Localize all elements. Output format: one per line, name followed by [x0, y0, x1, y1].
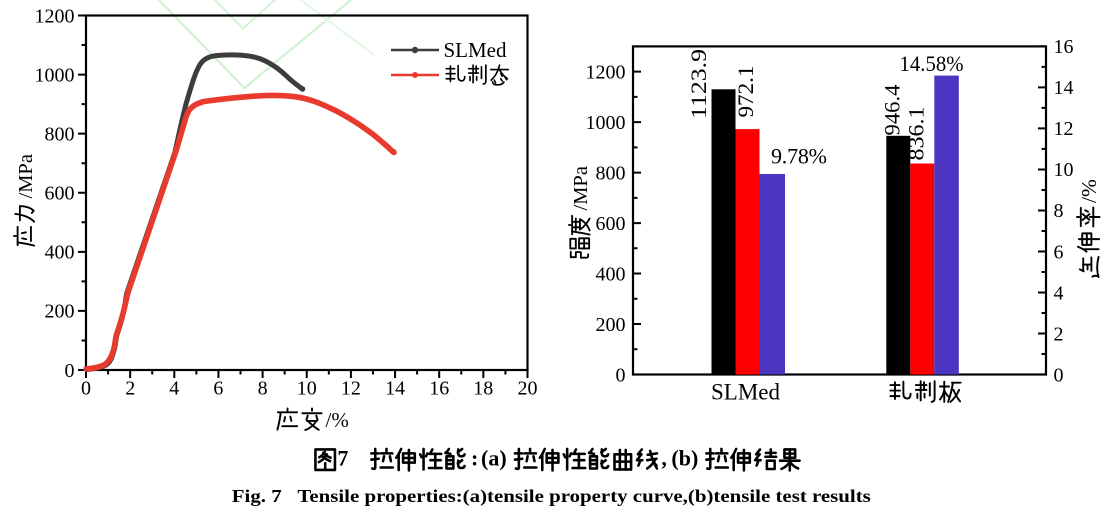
svg-text:800: 800	[45, 124, 75, 146]
svg-text:/MPa: /MPa	[570, 166, 592, 210]
svg-text:1000: 1000	[586, 112, 626, 134]
svg-text:1200: 1200	[586, 61, 626, 83]
svg-text:/MPa: /MPa	[15, 154, 37, 198]
svg-text:400: 400	[45, 242, 75, 264]
svg-text:4: 4	[1054, 282, 1064, 304]
svg-text:600: 600	[45, 183, 75, 205]
svg-text:600: 600	[596, 213, 626, 235]
svg-text:16: 16	[429, 378, 449, 400]
svg-text:10: 10	[1054, 159, 1074, 181]
svg-text:1123.9: 1123.9	[686, 49, 711, 119]
svg-text:,: ,	[661, 446, 667, 471]
svg-text:8: 8	[1054, 200, 1064, 222]
svg-text:0: 0	[81, 378, 91, 400]
svg-text:/%: /%	[1077, 179, 1101, 203]
svg-text:(b): (b)	[671, 446, 698, 471]
svg-text:14: 14	[1054, 77, 1074, 99]
svg-text::: :	[471, 446, 478, 471]
svg-text:SLMed: SLMed	[711, 380, 781, 405]
svg-text:20: 20	[518, 378, 538, 400]
svg-text:12: 12	[1054, 118, 1074, 140]
svg-text:8: 8	[258, 378, 268, 400]
svg-text:0: 0	[1054, 364, 1064, 386]
svg-text:Fig. 7 Tensile properties:(a: Fig. 7 Tensile properties:(a)tensile pro…	[232, 486, 871, 507]
svg-text:14.58%: 14.58%	[900, 51, 964, 76]
svg-text:946.4: 946.4	[880, 85, 905, 136]
svg-text:10: 10	[297, 378, 317, 400]
svg-text:2: 2	[1054, 323, 1064, 345]
svg-text:(a): (a)	[481, 446, 507, 471]
svg-text:1000: 1000	[35, 64, 75, 86]
svg-text:16: 16	[1054, 36, 1074, 58]
svg-text:/%: /%	[326, 408, 349, 432]
svg-text:9.78%: 9.78%	[771, 144, 827, 169]
svg-text:836.1: 836.1	[904, 107, 929, 161]
svg-text:6: 6	[1054, 241, 1064, 263]
svg-text:7: 7	[337, 446, 348, 471]
svg-text:1200: 1200	[35, 5, 75, 27]
svg-text:SLMed: SLMed	[444, 38, 508, 62]
svg-text:6: 6	[213, 378, 223, 400]
svg-text:0: 0	[616, 364, 626, 386]
svg-text:800: 800	[596, 162, 626, 184]
svg-text:200: 200	[45, 301, 75, 323]
svg-text:12: 12	[341, 378, 361, 400]
svg-text:0: 0	[65, 360, 75, 382]
svg-text:200: 200	[596, 314, 626, 336]
svg-text:18: 18	[473, 378, 493, 400]
svg-text:2: 2	[125, 378, 135, 400]
svg-text:14: 14	[385, 378, 405, 400]
svg-text:4: 4	[169, 378, 179, 400]
svg-text:972.1: 972.1	[733, 66, 758, 118]
svg-text:400: 400	[596, 263, 626, 285]
